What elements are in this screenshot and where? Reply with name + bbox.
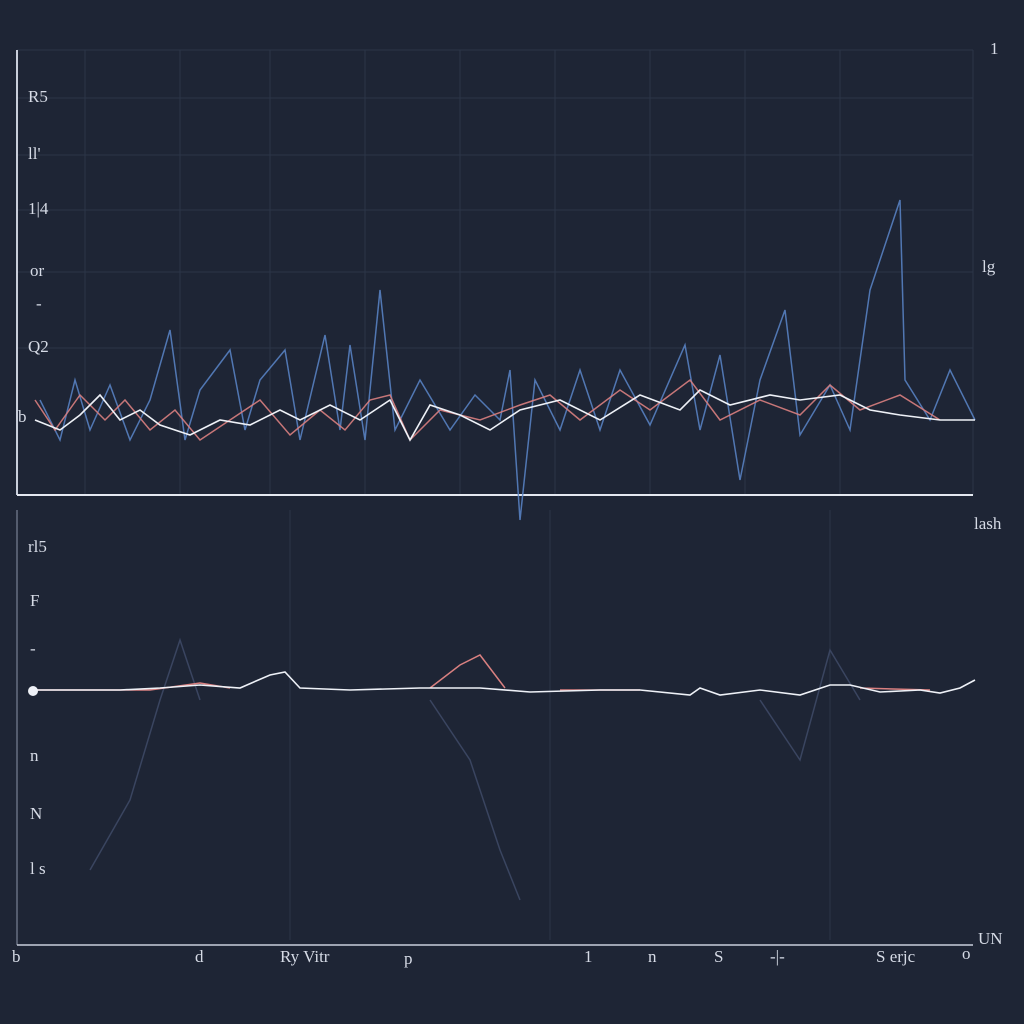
label: l s [30,859,46,878]
waveform [39,199,976,521]
label: ll' [28,144,41,163]
label: or [30,261,45,280]
label: F [30,591,39,610]
label: 1 [990,39,999,58]
label: b [12,947,21,966]
label: n [648,947,657,966]
label: R5 [28,87,48,106]
label: -|- [770,947,785,966]
label: b [18,407,27,426]
label: d [195,947,204,966]
label: S erjc [876,947,916,966]
label: lg [982,257,996,276]
label: S [714,947,723,966]
label: - [30,639,36,658]
label: o [962,944,971,963]
label: N [30,804,42,823]
marker [28,686,38,696]
x-labels: b d Ry Vitr p 1 n S -|- S erjc o [12,944,971,968]
label: n [30,746,39,765]
label: - [36,294,42,313]
label: rl5 [28,537,47,556]
grid [17,49,974,940]
label: Q2 [28,337,49,356]
left-labels: R5 ll' 1|4 or - Q2 b rl5 F - n N l s [18,87,49,878]
label: UN [978,929,1003,948]
label: p [404,949,413,968]
label: 1 [584,947,593,966]
waveform [34,389,975,442]
waveform [32,671,976,696]
faint-curve [89,637,861,901]
label: lash [974,514,1002,533]
label: 1|4 [28,199,49,218]
label: Ry Vitr [280,947,330,966]
right-labels: 1 lg lash UN [974,39,1003,948]
